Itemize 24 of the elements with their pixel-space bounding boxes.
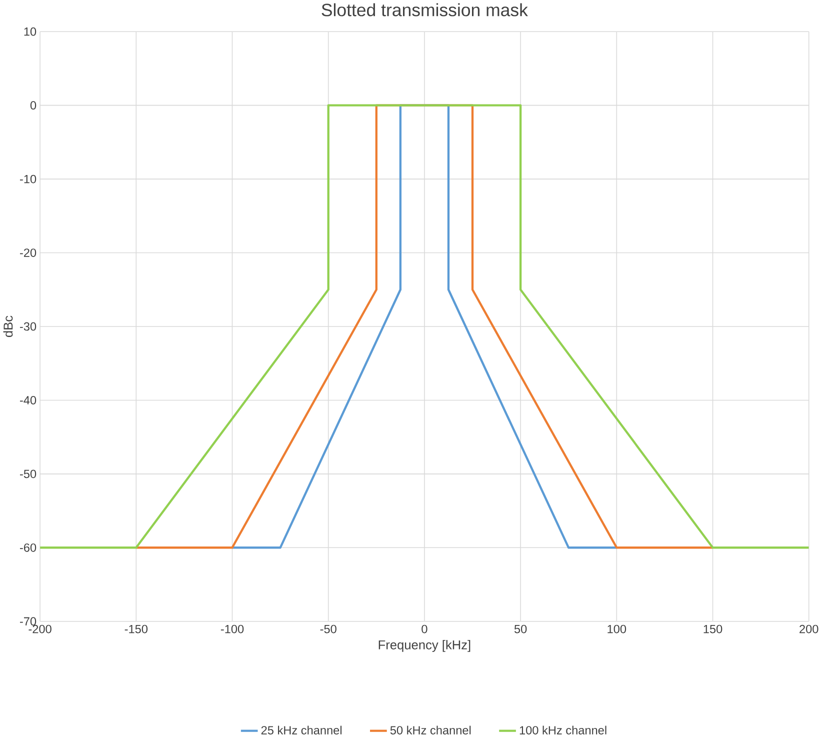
x-axis-title: Frequency [kHz] xyxy=(378,640,470,652)
y-tick-label: -40 xyxy=(20,396,36,405)
y-tick-label: -20 xyxy=(20,248,36,258)
y-tick-label: -70 xyxy=(20,617,36,626)
x-tick-label: 0 xyxy=(422,624,428,634)
legend-label: 25 kHz channel xyxy=(261,726,342,735)
x-tick-label: -50 xyxy=(320,624,336,634)
x-tick-label: -100 xyxy=(220,624,244,634)
y-tick-label: -60 xyxy=(20,544,36,552)
y-tick-label: 10 xyxy=(24,28,36,36)
y-axis-title: dBc xyxy=(3,316,13,338)
y-tick-label: -50 xyxy=(20,470,36,478)
legend-label: 50 kHz channel xyxy=(390,726,471,735)
chart-title: Slotted transmission mask xyxy=(322,3,528,16)
x-tick-label: 150 xyxy=(704,624,722,634)
x-tick-label: -150 xyxy=(124,624,148,634)
x-tick-label: 50 xyxy=(514,624,527,634)
legend-label: 100 kHz channel xyxy=(520,726,606,735)
y-tick-label: -10 xyxy=(20,174,36,184)
x-tick-label: 100 xyxy=(608,624,626,634)
x-tick-label: -200 xyxy=(28,624,52,634)
x-tick-label: 200 xyxy=(800,624,818,634)
y-tick-label: -30 xyxy=(20,322,36,331)
y-tick-label: 0 xyxy=(30,101,36,110)
